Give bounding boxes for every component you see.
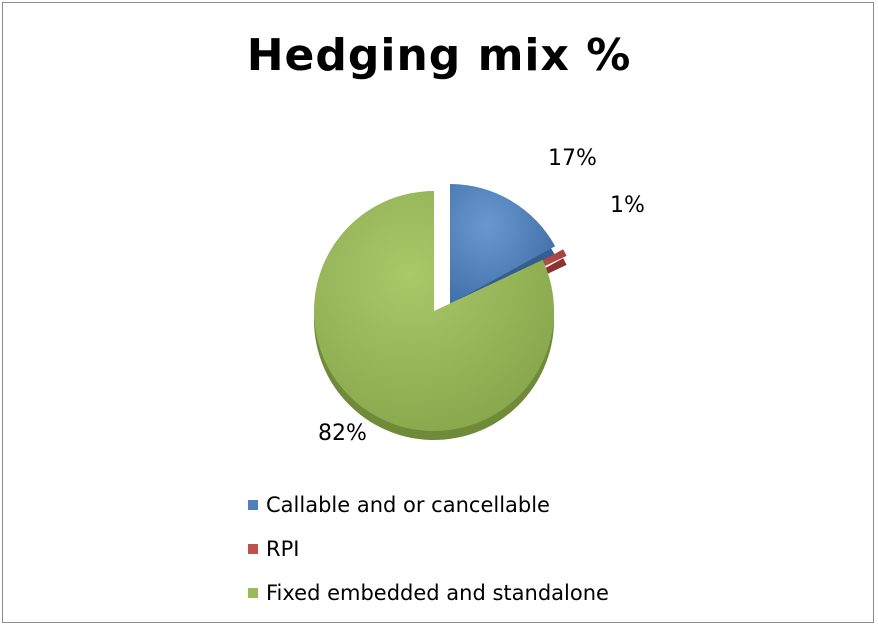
legend: Callable and or cancellable RPI Fixed em… bbox=[248, 493, 609, 626]
pie-slice-fixed bbox=[314, 191, 554, 432]
legend-label-rpi: RPI bbox=[266, 537, 300, 561]
legend-swatch-rpi bbox=[248, 544, 258, 554]
legend-item-rpi: RPI bbox=[248, 537, 609, 561]
legend-swatch-callable bbox=[248, 500, 258, 510]
pie-slice-callable bbox=[450, 184, 556, 304]
legend-label-fixed: Fixed embedded and standalone bbox=[266, 581, 609, 605]
data-label-fixed: 82% bbox=[318, 421, 367, 446]
chart-title: Hedging mix % bbox=[246, 30, 632, 81]
legend-item-fixed: Fixed embedded and standalone bbox=[248, 581, 609, 605]
legend-label-callable: Callable and or cancellable bbox=[266, 493, 550, 517]
data-label-rpi: 1% bbox=[610, 193, 645, 218]
legend-item-callable: Callable and or cancellable bbox=[248, 493, 609, 517]
legend-swatch-fixed bbox=[248, 588, 258, 598]
data-label-callable: 17% bbox=[548, 146, 597, 171]
